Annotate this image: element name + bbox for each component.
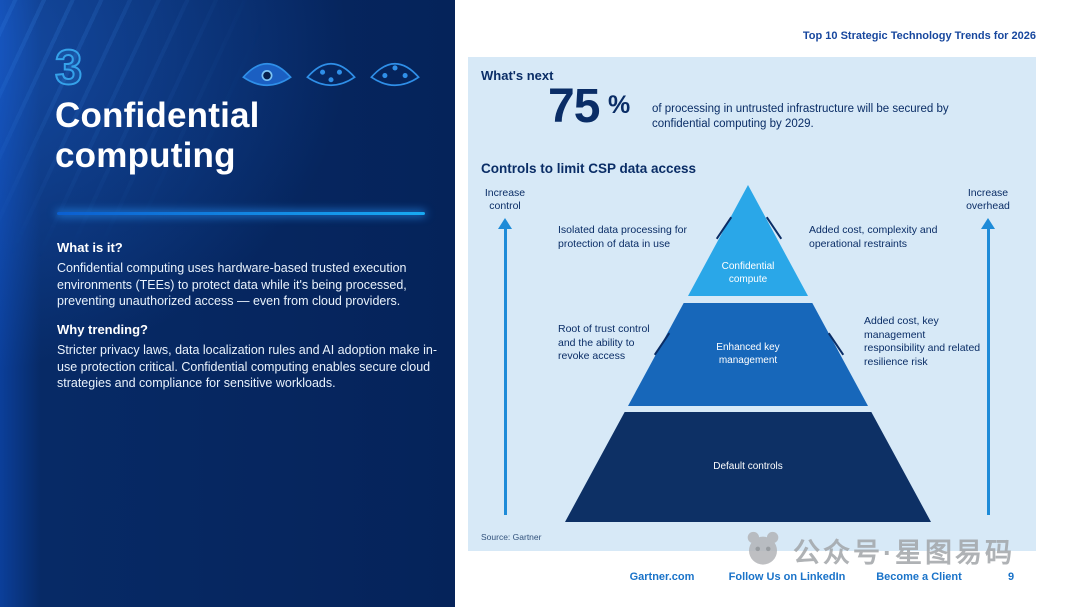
why-trending-heading: Why trending? <box>57 322 148 337</box>
pyramid-level-middle: Enhanced key management <box>628 303 868 406</box>
note-middle-right: Added cost, key management responsibilit… <box>864 315 981 368</box>
pyramid-level-bottom: Default controls <box>565 412 931 522</box>
left-panel: 3 <box>0 0 455 607</box>
title-divider <box>57 212 425 215</box>
shell-eye-dots-icon <box>304 54 358 97</box>
footer-link-linkedin[interactable]: Follow Us on LinkedIn <box>728 571 846 583</box>
stat-percent-sign: % <box>608 91 631 119</box>
what-is-it-body: Confidential computing uses hardware-bas… <box>57 261 407 309</box>
decorative-streaks <box>0 0 300 320</box>
increase-control-label: Increase control <box>484 187 526 213</box>
page-number: 9 <box>1008 571 1015 583</box>
pyramid-level-label: Confidential compute <box>721 261 775 285</box>
up-arrow-icon <box>498 218 512 230</box>
watermark-text: 公众号·星图易码 <box>793 538 1015 568</box>
trend-number: 3 <box>54 40 84 96</box>
note-top-right: Added cost, complexity and operational r… <box>809 224 938 250</box>
trend-icon-row <box>240 54 422 97</box>
axis-line <box>503 229 507 516</box>
stat-value: 75 <box>548 80 600 133</box>
source-note: Source: Gartner <box>481 532 542 542</box>
shell-eye-dots-icon <box>368 54 422 97</box>
up-arrow-icon <box>981 218 995 230</box>
increase-overhead-axis: Increase overhead <box>953 187 1023 516</box>
diagram-title: Controls to limit CSP data access <box>481 161 697 176</box>
whats-next-heading: What's next <box>481 68 554 83</box>
note-top-left: Isolated data processing for protection … <box>558 224 687 250</box>
panda-badge-icon <box>742 529 784 572</box>
watermark: 公众号·星图易码 <box>742 529 1015 572</box>
what-is-it-heading: What is it? <box>57 240 123 255</box>
page-title: Confidential computing <box>55 96 260 175</box>
stat-description: of processing in untrusted infrastructur… <box>652 103 949 131</box>
why-trending-body: Stricter privacy laws, data localization… <box>57 343 438 391</box>
increase-control-axis: Increase control <box>470 187 540 516</box>
whats-next-panel: What's next 75 % of processing in untrus… <box>468 57 1036 551</box>
shell-eye-filled-icon <box>240 54 294 97</box>
increase-overhead-label: Increase overhead <box>966 187 1010 213</box>
footer-link-gartner[interactable]: Gartner.com <box>629 571 695 583</box>
pyramid-level-label: Default controls <box>713 460 783 472</box>
axis-line <box>986 229 990 516</box>
pyramid-level-label: Enhanced key management <box>716 342 780 366</box>
footer-link-become-client[interactable]: Become a Client <box>876 571 962 583</box>
deck-title: Top 10 Strategic Technology Trends for 2… <box>802 30 1036 42</box>
note-middle-left: Root of trust control and the ability to… <box>558 323 650 363</box>
